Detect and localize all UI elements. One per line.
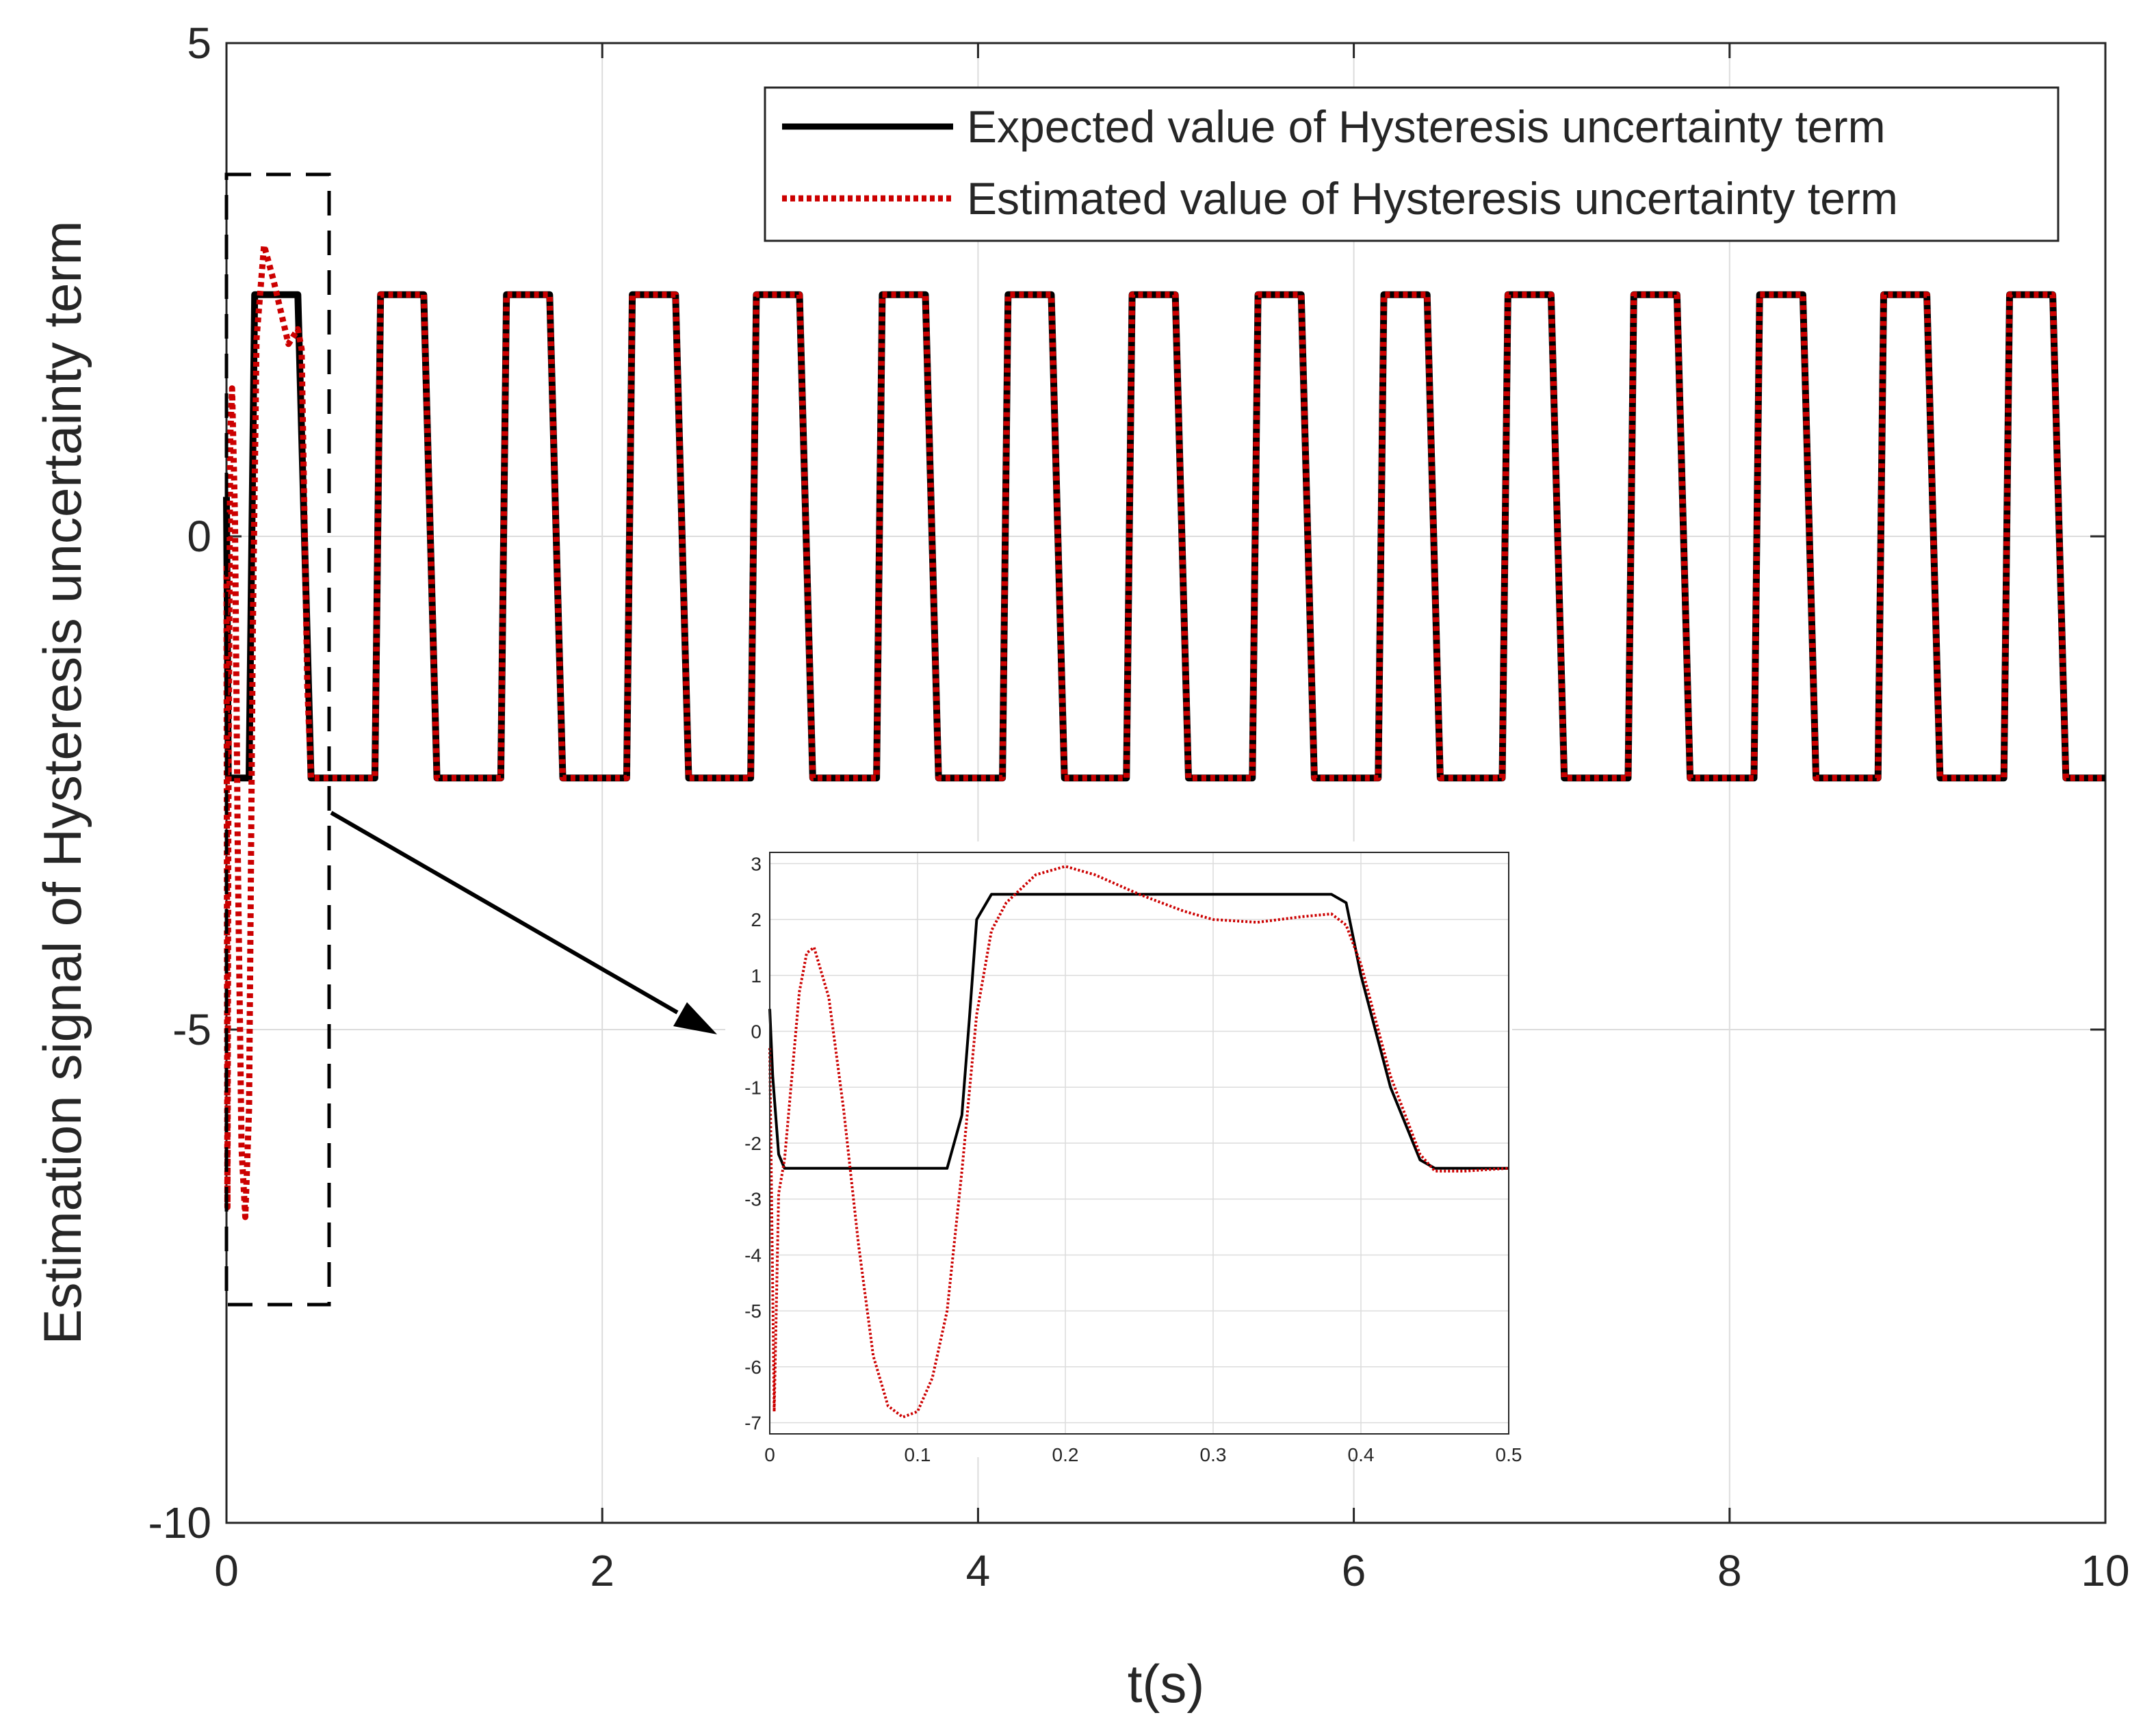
inset-series-expected xyxy=(768,893,1509,1170)
legend-label-expected: Expected value of Hysteresis uncertainty… xyxy=(967,101,1886,152)
inset-ytick-label-3: 0 xyxy=(751,1021,762,1043)
main-ytick-label-2: -5 xyxy=(172,1005,211,1054)
inset-ytick-label-6: -3 xyxy=(744,1189,762,1210)
zoom-box xyxy=(224,172,331,1307)
inset-ytick-label-1: 2 xyxy=(751,909,762,930)
main-xtick-label-4: 8 xyxy=(1717,1546,1742,1595)
legend: Expected value of Hysteresis uncertainty… xyxy=(764,86,2060,242)
main-xtick-label-2: 4 xyxy=(966,1546,991,1595)
main-xtick-label-0: 0 xyxy=(214,1546,239,1595)
inset-xtick-label-4: 0.4 xyxy=(1348,1444,1375,1465)
main-ytick-label-3: -10 xyxy=(148,1498,212,1547)
inset-grid xyxy=(769,852,1509,1434)
inset-ytick-label-0: 3 xyxy=(751,853,762,874)
inset-ytick-label-2: 1 xyxy=(751,965,762,986)
inset-series-group xyxy=(768,865,1509,1419)
main-series-group xyxy=(223,242,2105,1220)
inset-background xyxy=(725,841,1512,1457)
x-axis-label: t(s) xyxy=(1128,1653,1205,1714)
inset-chart: 0 0.1 0.2 0.3 0.4 0.5 3 2 1 0 -1 -2 -3 -4 -5 -6 -7 xyxy=(725,841,1522,1465)
inset-ytick-label-7: -4 xyxy=(744,1244,762,1266)
main-ytick-label-1: 0 xyxy=(187,512,211,561)
inset-xtick-label-5: 0.5 xyxy=(1496,1444,1522,1465)
inset-tick-labels: 0 0.1 0.2 0.3 0.4 0.5 3 2 1 0 -1 -2 -3 -4 -5 -6 -7 xyxy=(744,853,1522,1465)
legend-box xyxy=(764,86,2060,242)
inset-ytick-label-8: -5 xyxy=(744,1300,762,1322)
main-ytick-label-0: 5 xyxy=(187,18,211,68)
main-series-estimated xyxy=(223,242,2105,1220)
inset-ytick-label-5: -2 xyxy=(744,1133,762,1154)
legend-label-estimated: Estimated value of Hysteresis uncertaint… xyxy=(967,173,1898,224)
inset-xtick-label-2: 0.2 xyxy=(1052,1444,1079,1465)
zoom-arrow-line xyxy=(330,811,679,1015)
inset-ytick-label-4: -1 xyxy=(744,1077,762,1098)
main-xtick-label-5: 10 xyxy=(2081,1546,2129,1595)
inset-xtick-label-1: 0.1 xyxy=(905,1444,931,1465)
y-axis-label: Estimation signal of Hysteresis uncertai… xyxy=(32,221,92,1345)
inset-ytick-label-10: -7 xyxy=(744,1413,762,1434)
main-xtick-label-1: 2 xyxy=(590,1546,614,1595)
inset-xtick-label-0: 0 xyxy=(764,1444,775,1465)
main-xtick-label-3: 6 xyxy=(1342,1546,1366,1595)
zoom-arrow-head xyxy=(673,1002,717,1034)
inset-ytick-label-9: -6 xyxy=(744,1357,762,1378)
inset-plot-frame xyxy=(769,852,1509,1435)
inset-xtick-label-3: 0.3 xyxy=(1200,1444,1227,1465)
